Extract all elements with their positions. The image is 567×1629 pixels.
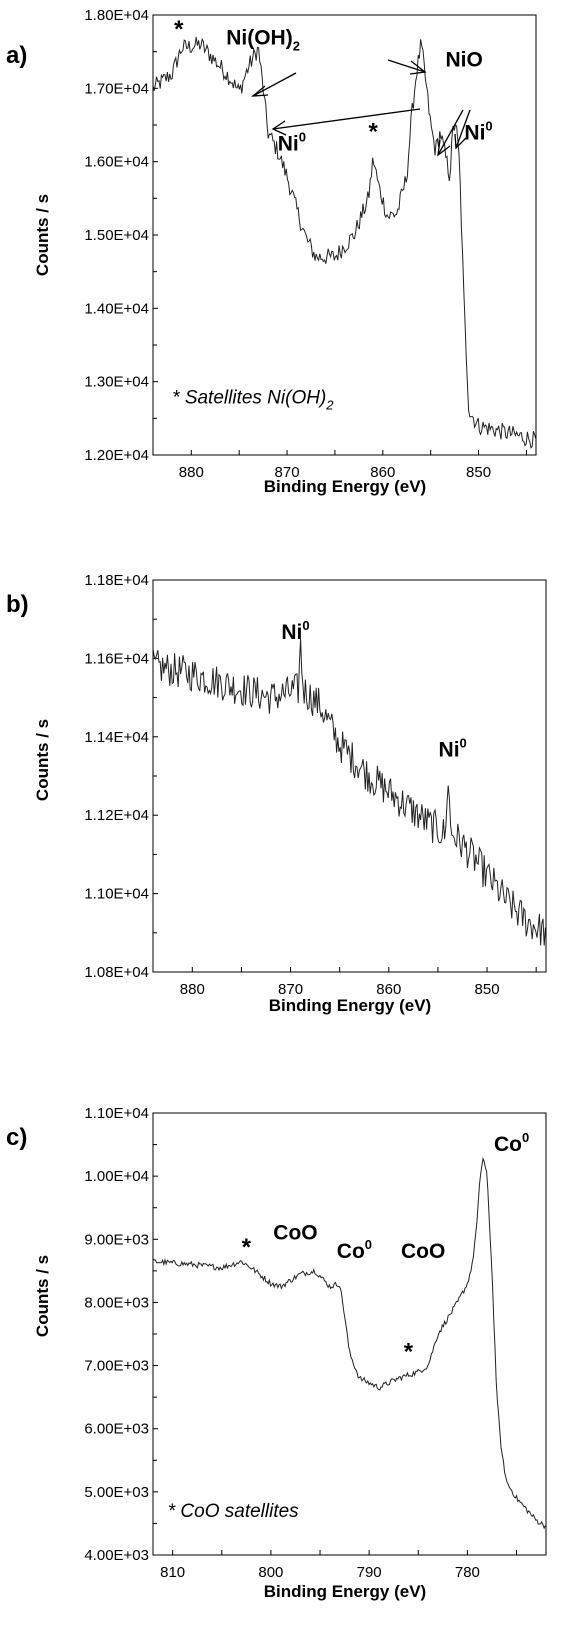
arrowhead-nioh2-right-peak	[409, 60, 427, 75]
panel-b-label: b)	[6, 591, 29, 618]
panel-c-x-axis-title: Binding Energy (eV)	[264, 1582, 426, 1601]
panel-b-y-tick-label: 1.10E+04	[84, 886, 149, 903]
arrowhead-nioh2-left-peak	[251, 85, 269, 97]
panel-b-plot-frame	[152, 579, 547, 973]
arrow-nioh2-mid	[272, 108, 421, 130]
panel-c-y-ticks: 4.00E+03 5.00E+03 6.00E+03 7.00E+03 8.00E+03…	[84, 1105, 158, 1564]
panel-b-y-tick-label: 1.12E+04	[84, 807, 149, 824]
panel-b: b) Counts / s Binding Energy (eV) 1.08E+…	[6, 572, 547, 1015]
panel-a-annotation: NiO	[446, 48, 483, 71]
panel-c-plot-frame	[152, 1112, 547, 1556]
panel-c-annotation: CoO	[273, 1221, 317, 1244]
arrow-nioh2-left-peak	[252, 72, 297, 97]
panel-a-annotation: Ni0	[464, 119, 492, 145]
panel-c-y-tick-label: 1.00E+04	[84, 1168, 149, 1185]
panel-b-y-tick-label: 1.16E+04	[84, 650, 149, 667]
panel-a-annotation: *	[174, 16, 184, 43]
panel-a-x-tick-label: 850	[466, 464, 491, 481]
panel-a-x-ticks: 880 870 860 850	[179, 450, 527, 481]
panel-a-annotation: Ni0	[278, 130, 306, 156]
panel-a-y-ticks: 1.20E+04 1.30E+04 1.40E+04 1.50E+04 1.60E+04…	[84, 7, 158, 464]
panel-a-y-axis-title: Counts / s	[33, 194, 52, 276]
panel-b-y-ticks: 1.08E+04 1.10E+04 1.12E+04 1.14E+04 1.16E+04…	[84, 572, 158, 981]
panel-c-series-line	[152, 1156, 546, 1530]
panel-a-arrows	[251, 59, 471, 157]
arrowhead-nio-2	[454, 133, 467, 150]
panel-b-y-tick-label: 1.08E+04	[84, 964, 149, 981]
panel-b-x-tick-label: 860	[376, 981, 401, 998]
panel-b-annotations: Ni0 Ni0	[281, 618, 466, 762]
panel-a-x-tick-label: 860	[370, 464, 395, 481]
panel-a-y-tick-label: 1.40E+04	[84, 300, 149, 317]
panel-c-annotation: Co0	[494, 1130, 529, 1156]
panel-a-label: a)	[6, 42, 27, 69]
panel-a-note-text: * Satellites Ni(OH)2	[172, 388, 334, 413]
panel-c-annotations: * CoO Co0 CoO * Co0	[242, 1130, 530, 1365]
panel-c-label: c)	[6, 1124, 27, 1151]
panel-a-x-tick-label: 870	[275, 464, 300, 481]
panel-c-annotation: *	[242, 1234, 252, 1261]
panel-c-x-tick-label: 800	[258, 1564, 283, 1581]
panel-c-note: * CoO satellites	[168, 1501, 299, 1522]
panel-b-series-line	[152, 638, 546, 946]
panel-b-y-tick-label: 1.18E+04	[84, 572, 149, 589]
panel-a-series-line	[152, 36, 537, 449]
arrowhead-nioh2-mid	[271, 120, 287, 136]
panel-a-annotations: * Ni(OH)2 NiO Ni0 * Ni0	[174, 16, 492, 156]
arrow-nio-1	[437, 109, 464, 156]
panel-c-y-tick-label: 5.00E+03	[84, 1484, 149, 1501]
panel-b-x-tick-label: 880	[180, 981, 205, 998]
panel-c-x-tick-label: 780	[455, 1564, 480, 1581]
panel-a-y-tick-label: 1.60E+04	[84, 154, 149, 171]
panel-c-y-tick-label: 9.00E+03	[84, 1231, 149, 1248]
panel-b-y-axis-title: Counts / s	[33, 719, 52, 801]
panel-c: c) Counts / s Binding Energy (eV) 4.00E+…	[6, 1105, 547, 1601]
arrow-nio-2	[455, 109, 471, 149]
panel-b-y-tick-label: 1.14E+04	[84, 729, 149, 746]
panel-c-y-tick-label: 8.00E+03	[84, 1294, 149, 1311]
panel-c-y-axis-title: Counts / s	[33, 1255, 52, 1337]
panel-b-x-axis-title: Binding Energy (eV)	[269, 996, 431, 1015]
panel-c-y-tick-label: 7.00E+03	[84, 1358, 149, 1375]
panel-c-y-tick-label: 4.00E+03	[84, 1547, 149, 1564]
panel-b-x-tick-label: 870	[278, 981, 303, 998]
panel-a-annotation: *	[369, 119, 379, 146]
panel-b-annotation: Ni0	[281, 618, 309, 644]
panel-a: a) Counts / s Binding Energy (eV) 1.20E+…	[6, 7, 537, 496]
panel-c-x-ticks: 810 800 790 780	[160, 1550, 518, 1581]
arrow-nioh2-right-peak	[387, 59, 426, 73]
panel-c-annotation: *	[404, 1338, 414, 1365]
panel-c-note-text: * CoO satellites	[168, 1501, 299, 1522]
panel-a-y-tick-label: 1.80E+04	[84, 7, 149, 24]
arrowhead-nio-1	[437, 139, 451, 157]
panel-a-y-tick-label: 1.70E+04	[84, 80, 149, 97]
panel-c-y-tick-label: 6.00E+03	[84, 1421, 149, 1438]
panel-c-x-tick-label: 790	[357, 1564, 382, 1581]
panel-a-note: * Satellites Ni(OH)2	[172, 388, 334, 413]
panel-c-x-tick-label: 810	[160, 1564, 185, 1581]
panel-b-x-tick-label: 850	[475, 981, 500, 998]
panel-a-y-tick-label: 1.20E+04	[84, 447, 149, 464]
panel-b-x-ticks: 880 870 860 850	[180, 967, 537, 998]
panel-a-plot-frame	[152, 14, 537, 456]
panel-c-y-tick-label: 1.10E+04	[84, 1105, 149, 1122]
panel-a-y-tick-label: 1.30E+04	[84, 374, 149, 391]
panel-b-annotation: Ni0	[439, 735, 467, 761]
panel-a-x-axis-title: Binding Energy (eV)	[264, 477, 426, 496]
panel-a-y-tick-label: 1.50E+04	[84, 227, 149, 244]
panel-c-annotation: Co0	[337, 1237, 372, 1263]
panel-a-x-tick-label: 880	[179, 464, 204, 481]
panel-a-annotation: Ni(OH)2	[226, 26, 300, 53]
panel-c-annotation: CoO	[401, 1240, 445, 1263]
